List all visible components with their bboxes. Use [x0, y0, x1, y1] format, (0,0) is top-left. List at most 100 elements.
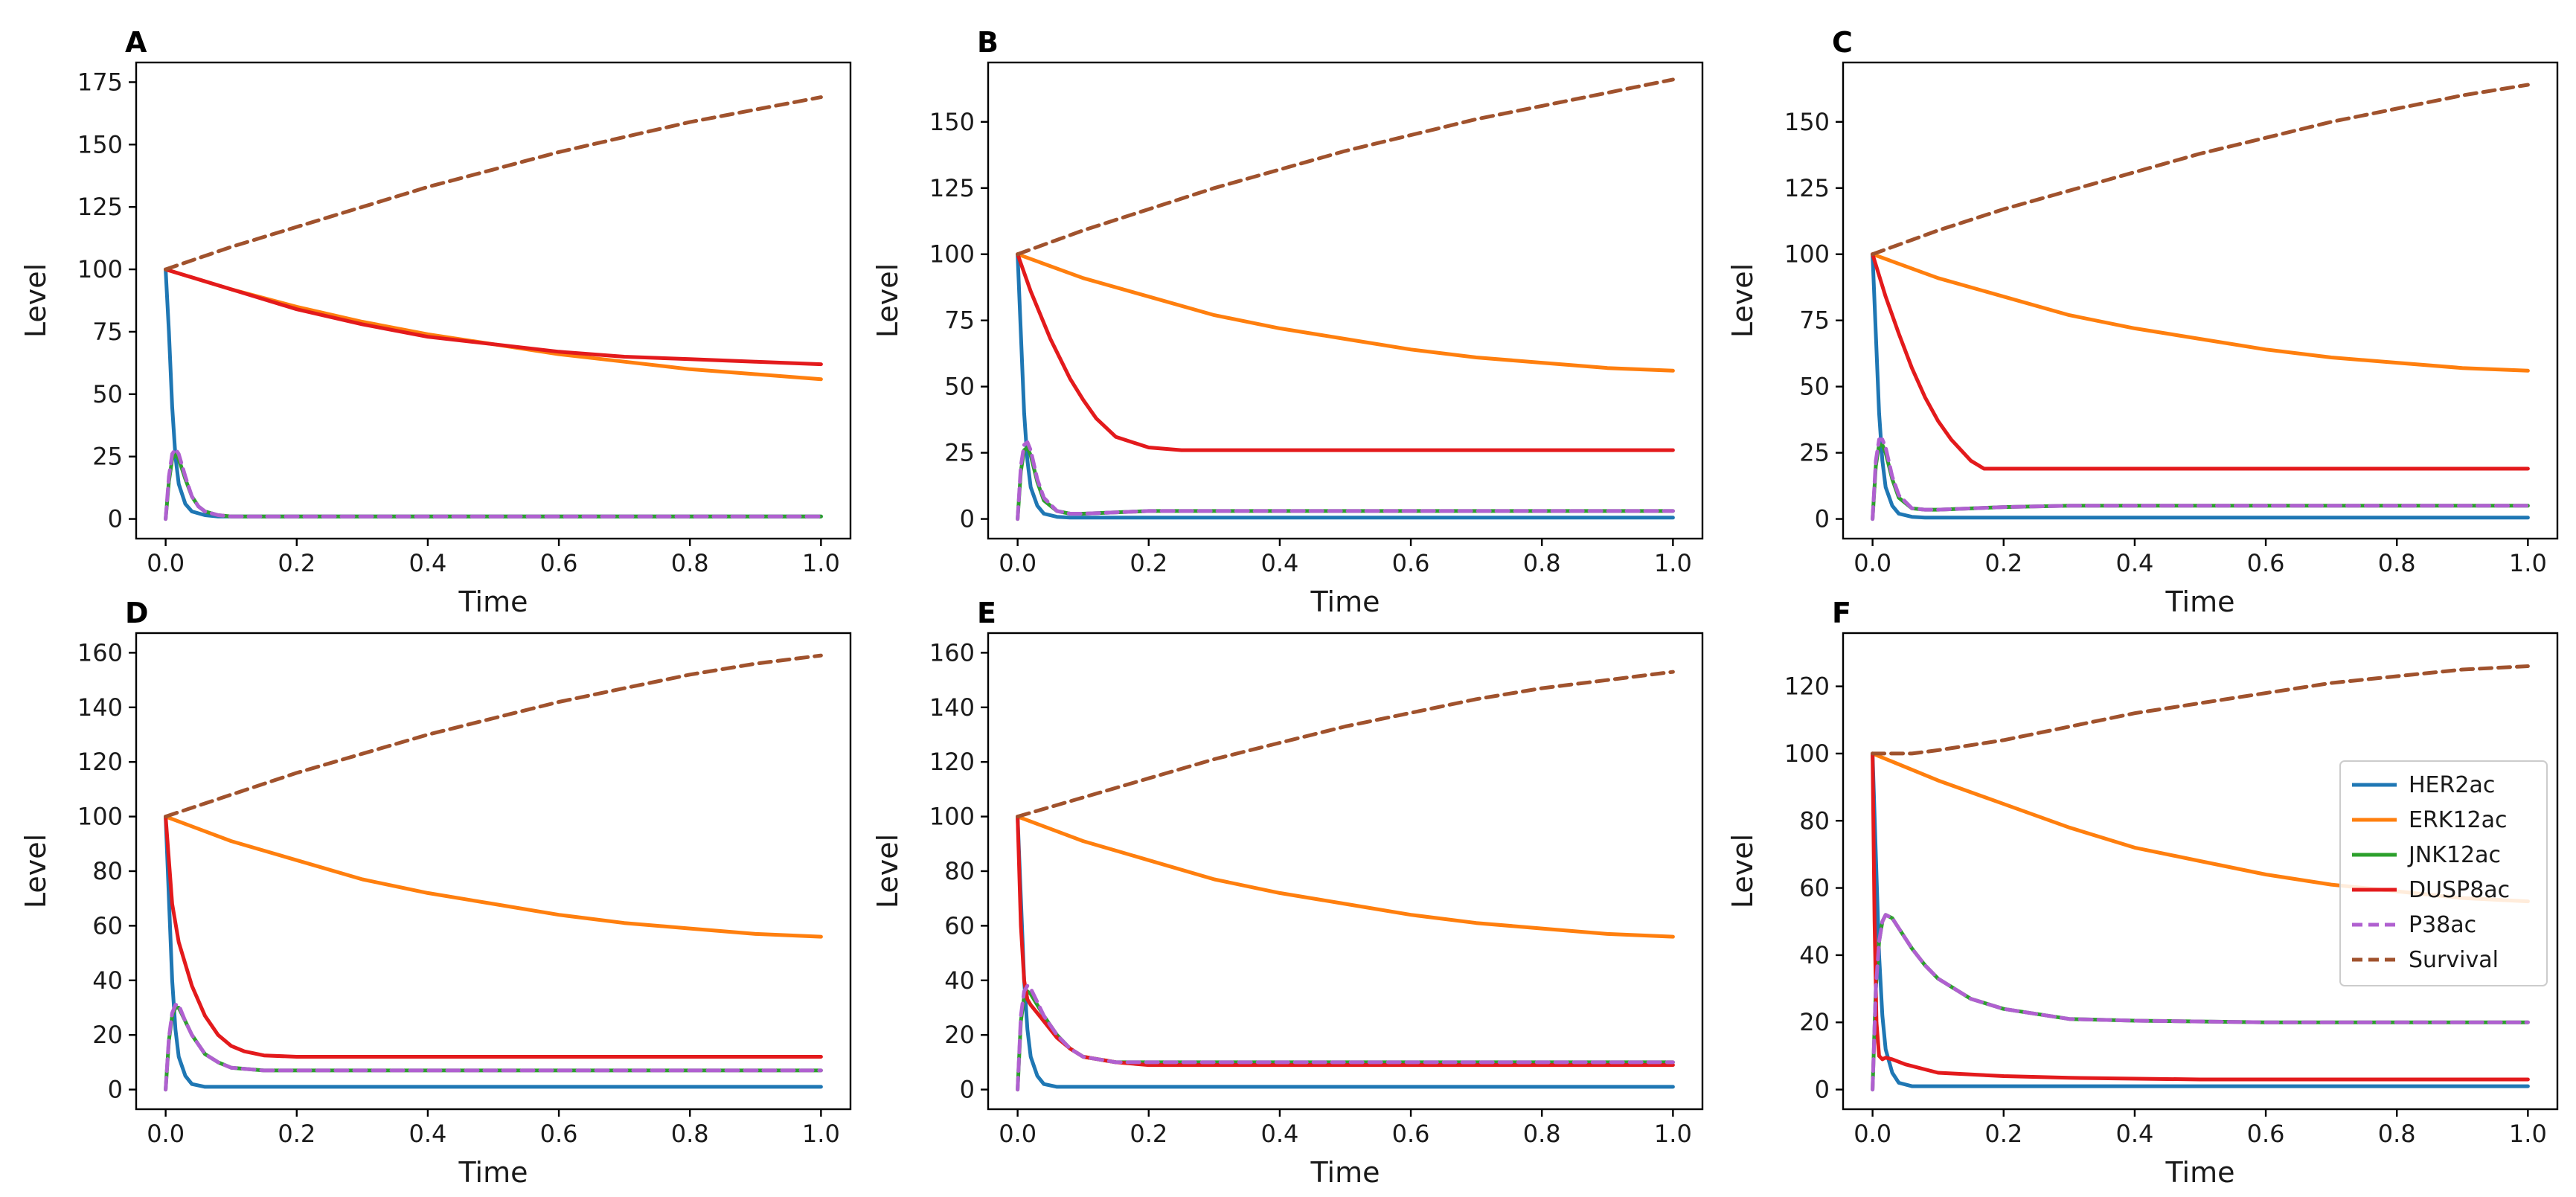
- x-tick-label: 0.6: [1392, 549, 1430, 577]
- x-tick-label: 0.2: [1984, 1120, 2022, 1148]
- panel-label-f: F: [1832, 597, 1851, 629]
- x-tick-label: 1.0: [2509, 549, 2547, 577]
- x-tick-label: 1.0: [1654, 549, 1692, 577]
- plot-frame: [1842, 61, 2559, 540]
- y-axis-title: Level: [1726, 263, 1759, 338]
- y-tick-label: 40: [92, 966, 123, 995]
- series-line-p38ac: [1016, 983, 1675, 1092]
- y-tick-label: 0: [1815, 505, 1830, 533]
- panel-e: 0.0 0.2 0.4 0.6 0.8 1.0 0 20 40 60 80 100 120 140 160 T…: [871, 597, 1704, 1189]
- y-axis-title: Level: [871, 834, 904, 908]
- series-line-jnk12ac: [1016, 989, 1675, 1092]
- y-tick-label: 160: [929, 638, 975, 667]
- x-tick-label: 0.0: [1853, 1120, 1891, 1148]
- x-tick-label: 1.0: [2509, 1120, 2547, 1148]
- y-tick-label: 25: [1799, 439, 1830, 467]
- series-line-p38ac: [164, 1003, 823, 1092]
- x-tick-label: 0.8: [2378, 549, 2416, 577]
- x-tick-label: 0.6: [540, 1120, 578, 1148]
- x-axis-title: Time: [458, 585, 528, 618]
- legend-label-jnk12ac: JNK12ac: [2407, 842, 2501, 868]
- legend-box: [2339, 760, 2548, 986]
- y-tick-label: 50: [1799, 373, 1830, 401]
- panel-label-c: C: [1832, 26, 1853, 59]
- series-line-survival: [1871, 83, 2530, 257]
- y-tick-label: 0: [960, 1076, 975, 1104]
- y-tick-label: 140: [929, 693, 975, 722]
- y-tick-label: 50: [944, 373, 975, 401]
- series-group-f: [1871, 664, 2530, 1092]
- x-tick-label: 0.4: [1260, 549, 1298, 577]
- y-tick-label: 0: [108, 1076, 123, 1104]
- y-tick-label: 150: [929, 108, 975, 136]
- panel-label-e: E: [977, 597, 996, 629]
- x-tick-label: 0.6: [2247, 1120, 2285, 1148]
- x-tick-label: 0.8: [671, 549, 709, 577]
- y-tick-label: 100: [1784, 739, 1830, 768]
- y-tick-label: 100: [77, 255, 123, 283]
- legend-label-dusp8ac: DUSP8ac: [2409, 877, 2510, 903]
- series-line-survival: [164, 95, 823, 272]
- series-line-survival: [1016, 77, 1675, 257]
- panel-f: 0.0 0.2 0.4 0.6 0.8 1.0 0 20 40 60 80 100 120 Time Lev…: [1726, 597, 2559, 1189]
- series-line-erk12ac: [164, 815, 823, 939]
- x-tick-label: 0.2: [1984, 549, 2022, 577]
- series-group-b: [1016, 77, 1675, 522]
- plot-frame: [135, 61, 852, 540]
- y-tick-label: 60: [944, 911, 975, 940]
- y-tick-label: 120: [77, 748, 123, 776]
- y-tick-label: 150: [1784, 108, 1830, 136]
- y-tick-label: 80: [1799, 806, 1830, 835]
- x-tick-label: 0.4: [1260, 1120, 1298, 1148]
- x-tick-label: 0.8: [2378, 1120, 2416, 1148]
- series-line-her2ac: [1871, 252, 2530, 520]
- series-line-jnk12ac: [1016, 446, 1675, 522]
- panel-d: 0.0 0.2 0.4 0.6 0.8 1.0 0 20 40 60 80 100 120 140 160 T…: [19, 597, 852, 1189]
- series-line-jnk12ac: [1871, 443, 2530, 522]
- series-line-p38ac: [164, 447, 823, 522]
- panel-a: 0.0 0.2 0.4 0.6 0.8 1.0 0 25 50 75 100 125 150 175 Tim…: [19, 26, 852, 618]
- x-axis-title: Time: [2165, 585, 2235, 618]
- y-tick-label: 75: [944, 307, 975, 335]
- series-line-her2ac: [1016, 815, 1675, 1089]
- y-tick-label: 125: [77, 193, 123, 221]
- y-tick-label: 100: [77, 803, 123, 831]
- y-tick-label: 160: [77, 638, 123, 667]
- x-tick-label: 0.0: [147, 549, 185, 577]
- series-line-her2ac: [1871, 751, 2530, 1088]
- series-group-d: [164, 653, 823, 1092]
- y-tick-label: 0: [108, 505, 123, 533]
- series-group-a: [164, 95, 823, 522]
- y-tick-label: 100: [929, 240, 975, 269]
- series-line-her2ac: [1016, 252, 1675, 520]
- y-tick-label: 120: [929, 748, 975, 776]
- series-line-erk12ac: [1016, 252, 1675, 373]
- legend-label-survival: Survival: [2409, 947, 2499, 973]
- y-tick-label: 40: [944, 966, 975, 995]
- series-line-survival: [1871, 664, 2530, 756]
- y-tick-label: 0: [1815, 1076, 1830, 1104]
- series-line-her2ac: [164, 815, 823, 1089]
- panel-label-b: B: [977, 26, 999, 59]
- x-tick-label: 0.6: [1392, 1120, 1430, 1148]
- x-tick-label: 0.8: [671, 1120, 709, 1148]
- x-tick-label: 0.2: [278, 1120, 315, 1148]
- legend: HER2ac ERK12ac JNK12ac DUSP8ac P38ac Survival: [2339, 760, 2548, 986]
- series-group-e: [1016, 670, 1675, 1092]
- panel-b: 0.0 0.2 0.4 0.6 0.8 1.0 0 25 50 75 100 125 150 Time Le…: [871, 26, 1704, 618]
- x-tick-label: 0.0: [999, 1120, 1037, 1148]
- y-tick-label: 40: [1799, 941, 1830, 969]
- y-tick-label: 80: [944, 857, 975, 885]
- series-line-survival: [1016, 670, 1675, 819]
- panel-label-d: D: [125, 597, 149, 629]
- x-tick-label: 0.4: [408, 1120, 446, 1148]
- x-tick-label: 0.2: [1130, 1120, 1167, 1148]
- y-axis-title: Level: [19, 263, 52, 338]
- y-tick-label: 75: [92, 318, 123, 346]
- x-axis-title: Time: [1310, 1156, 1380, 1189]
- x-axis-title: Time: [458, 1156, 528, 1189]
- x-tick-label: 0.4: [408, 549, 446, 577]
- series-line-p38ac: [1871, 913, 2530, 1092]
- y-tick-label: 50: [92, 380, 123, 408]
